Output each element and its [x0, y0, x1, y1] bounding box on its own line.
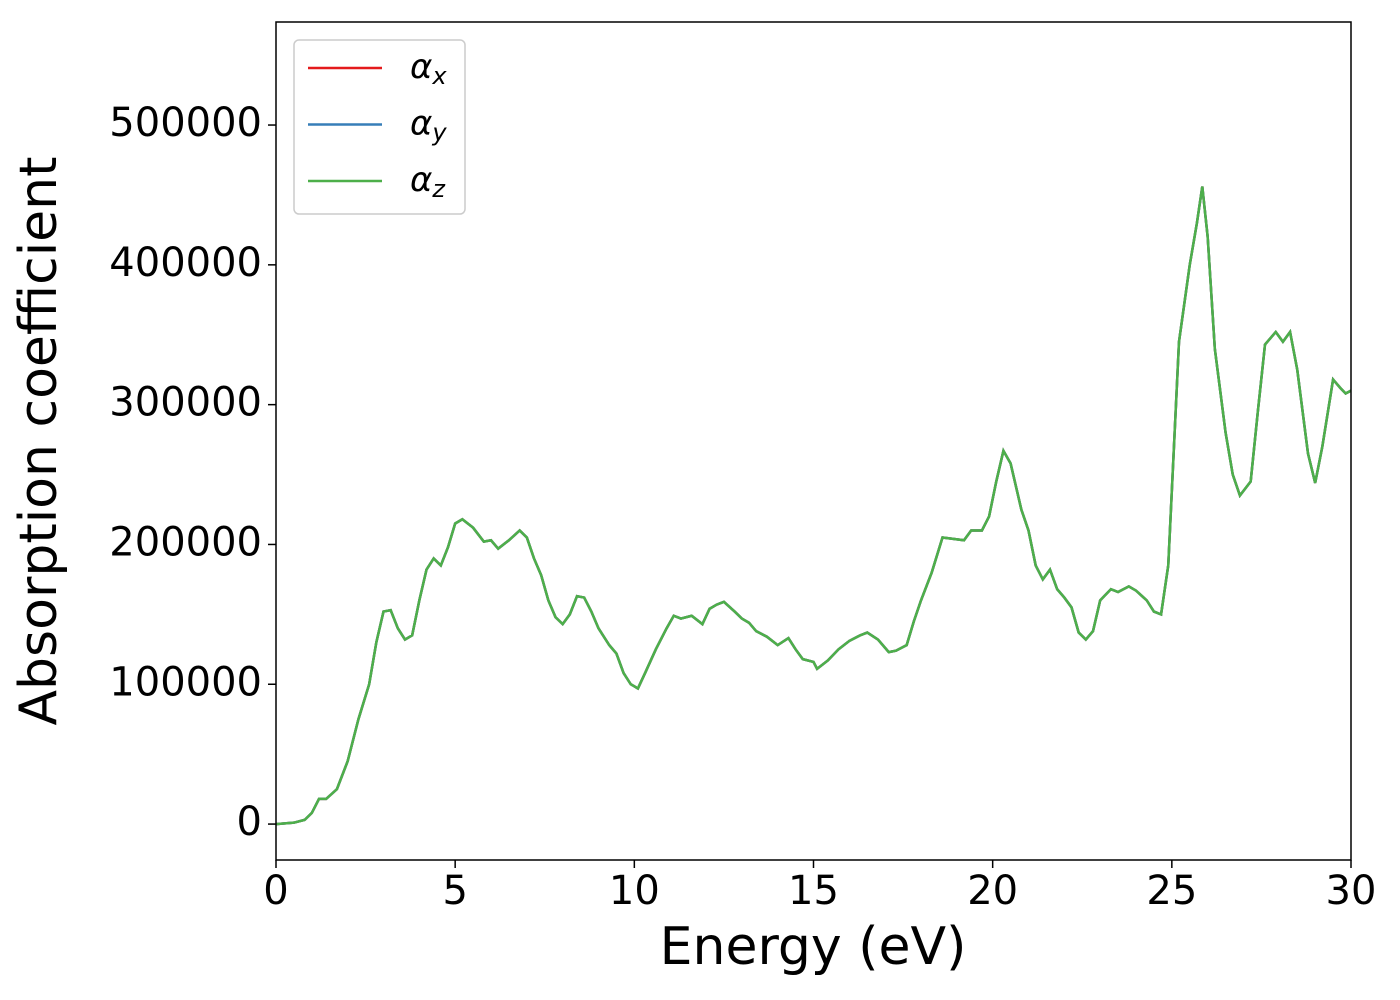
y-tick-label: 300000	[109, 380, 262, 426]
x-tick-label: 25	[1146, 868, 1197, 914]
legend-label: αz	[410, 160, 446, 204]
y-tick-label: 0	[237, 799, 262, 845]
y-tick-label: 100000	[109, 659, 262, 705]
y-tick-label: 200000	[109, 519, 262, 565]
y-axis-label: Absorption coefficient	[9, 156, 69, 725]
legend-box	[293, 39, 466, 215]
y-tick-label: 400000	[109, 240, 262, 286]
data-line	[276, 186, 1351, 826]
x-tick-label: 15	[788, 868, 839, 914]
x-tick-label: 30	[1326, 868, 1377, 914]
x-axis-label: Energy (eV)	[660, 917, 967, 977]
legend-label: αx	[410, 47, 447, 91]
y-tick-label: 500000	[109, 100, 262, 146]
x-tick-label: 10	[609, 868, 660, 914]
x-tick-label: 20	[967, 868, 1018, 914]
legend-label: αy	[410, 103, 447, 147]
plot-frame	[275, 21, 1352, 861]
x-tick-label: 5	[442, 868, 467, 914]
x-tick-label: 0	[263, 868, 288, 914]
